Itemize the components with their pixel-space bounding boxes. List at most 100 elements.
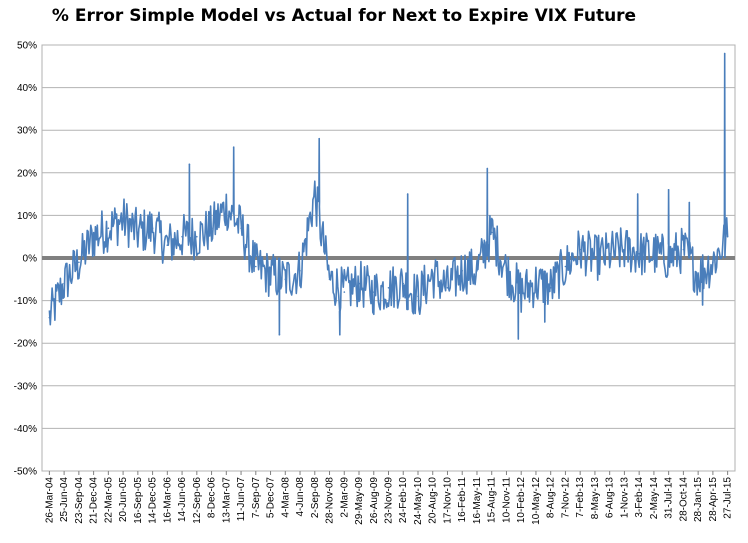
data-point: [476, 270, 478, 272]
data-point: [78, 261, 80, 264]
data-point: [299, 270, 301, 272]
data-point: [196, 235, 198, 238]
data-point: [284, 278, 287, 281]
x-tick-label: 16-Feb-11: [457, 477, 468, 523]
data-point: [107, 227, 110, 229]
y-tick-label: -50%: [14, 467, 37, 478]
y-tick-label: 0%: [23, 254, 38, 265]
data-point: [431, 274, 434, 276]
spike-point: [723, 52, 726, 55]
data-point: [181, 235, 183, 238]
spike-point: [339, 333, 341, 336]
data-point: [505, 270, 508, 272]
chart-title: % Error Simple Model vs Actual for Next …: [51, 6, 637, 26]
data-point: [726, 235, 729, 238]
spike-point: [486, 167, 489, 170]
data-point: [358, 282, 360, 285]
data-point: [210, 227, 213, 229]
data-point: [92, 235, 95, 238]
x-tick-label: 20-Jun-05: [118, 477, 129, 522]
data-point: [623, 248, 626, 251]
data-point: [151, 227, 154, 229]
x-tick-label: 8-Dec-06: [207, 477, 218, 519]
x-tick-label: 14-Jun-06: [177, 477, 188, 522]
data-point: [343, 291, 346, 293]
x-tick-label: 31-Jul-14: [664, 477, 675, 519]
x-axis: 26-Mar-04 25-Jun-04 23-Sep-04 21-Dec-04 22-M…: [44, 471, 734, 525]
x-tick-label: 26-Aug-09: [369, 477, 380, 524]
data-point: [255, 265, 257, 268]
x-tick-label: 7-Feb-13: [575, 477, 586, 518]
x-tick-label: 8-Aug-12: [546, 477, 557, 519]
x-tick-label: 17-Nov-10: [442, 477, 453, 524]
x-tick-label: 28-Jan-15: [693, 477, 704, 522]
x-tick-label: 6-Aug-13: [605, 477, 616, 519]
x-tick-label: 10-Feb-12: [516, 477, 527, 524]
data-point: [122, 218, 124, 221]
x-tick-label: 12-Sep-06: [192, 477, 203, 524]
x-tick-label: 4-Mar-08: [280, 477, 291, 518]
x-tick-label: 16-Mar-06: [162, 477, 173, 524]
x-tick-label: 27-Jul-15: [723, 477, 734, 519]
data-point: [402, 282, 405, 285]
x-tick-label: 29-May-09: [354, 477, 365, 525]
x-tick-label: 28-Apr-15: [708, 477, 719, 522]
x-tick-label: 13-Mar-07: [221, 477, 232, 524]
spike-point: [667, 189, 670, 191]
x-tick-label: 28-Oct-14: [678, 477, 689, 522]
x-tick-label: 4-Jun-08: [295, 477, 306, 517]
data-point: [653, 252, 655, 255]
data-point: [712, 261, 714, 264]
data-point: [314, 193, 316, 195]
x-tick-label: 8-May-13: [590, 477, 601, 520]
x-tick-label: 21-Dec-04: [89, 477, 100, 524]
data-point: [417, 295, 419, 298]
data-point: [137, 231, 139, 234]
data-point: [48, 316, 51, 319]
data-point: [240, 227, 242, 229]
data-point: [549, 287, 552, 289]
x-tick-label: 24-Feb-10: [398, 477, 409, 524]
y-tick-label: 50%: [17, 41, 37, 52]
data-point: [697, 274, 699, 276]
y-tick-label: -40%: [14, 424, 37, 435]
x-tick-label: 7-Sep-07: [251, 477, 262, 519]
x-tick-label: 10-May-12: [531, 477, 542, 525]
x-tick-label: 16-Sep-05: [133, 477, 144, 524]
x-tick-label: 3-Feb-14: [634, 477, 645, 518]
y-tick-label: -20%: [14, 339, 37, 350]
data-point: [579, 248, 581, 251]
data-point: [520, 291, 522, 293]
spike-point: [688, 201, 691, 204]
y-axis: 50% 40% 30% 20% 10% 0% -10% -20% -30% -40% -50%: [14, 41, 37, 478]
spike-point: [406, 193, 409, 195]
x-tick-label: 22-Mar-05: [103, 477, 114, 524]
data-point: [682, 248, 685, 251]
error-series-line: [48, 52, 729, 340]
data-point: [461, 270, 464, 272]
data-point: [564, 265, 567, 268]
data-point: [594, 257, 596, 259]
x-tick-label: 15-Aug-11: [487, 477, 498, 523]
x-tick-label: 7-Nov-12: [560, 477, 571, 519]
x-tick-label: 2-Mar-09: [339, 477, 350, 518]
x-tick-label: 16-May-11: [472, 477, 483, 524]
spike-point: [517, 338, 520, 340]
y-tick-label: 30%: [17, 126, 37, 137]
spike-point: [701, 304, 704, 306]
x-tick-label: 24-May-10: [413, 477, 424, 525]
x-tick-label: 23-Sep-04: [74, 477, 85, 524]
x-tick-label: 26-Mar-04: [44, 477, 55, 524]
x-tick-label: 28-Nov-08: [325, 477, 336, 524]
x-tick-label: 1-Nov-13: [619, 477, 630, 519]
y-tick-label: -30%: [14, 381, 37, 392]
data-point: [225, 206, 228, 208]
x-tick-label: 23-Nov-09: [384, 477, 395, 524]
data-point: [446, 287, 449, 289]
x-tick-label: 10-Nov-11: [501, 477, 512, 523]
data-point: [63, 282, 65, 285]
data-point: [535, 282, 537, 285]
spike-point: [188, 163, 191, 166]
spike-point: [544, 321, 546, 323]
